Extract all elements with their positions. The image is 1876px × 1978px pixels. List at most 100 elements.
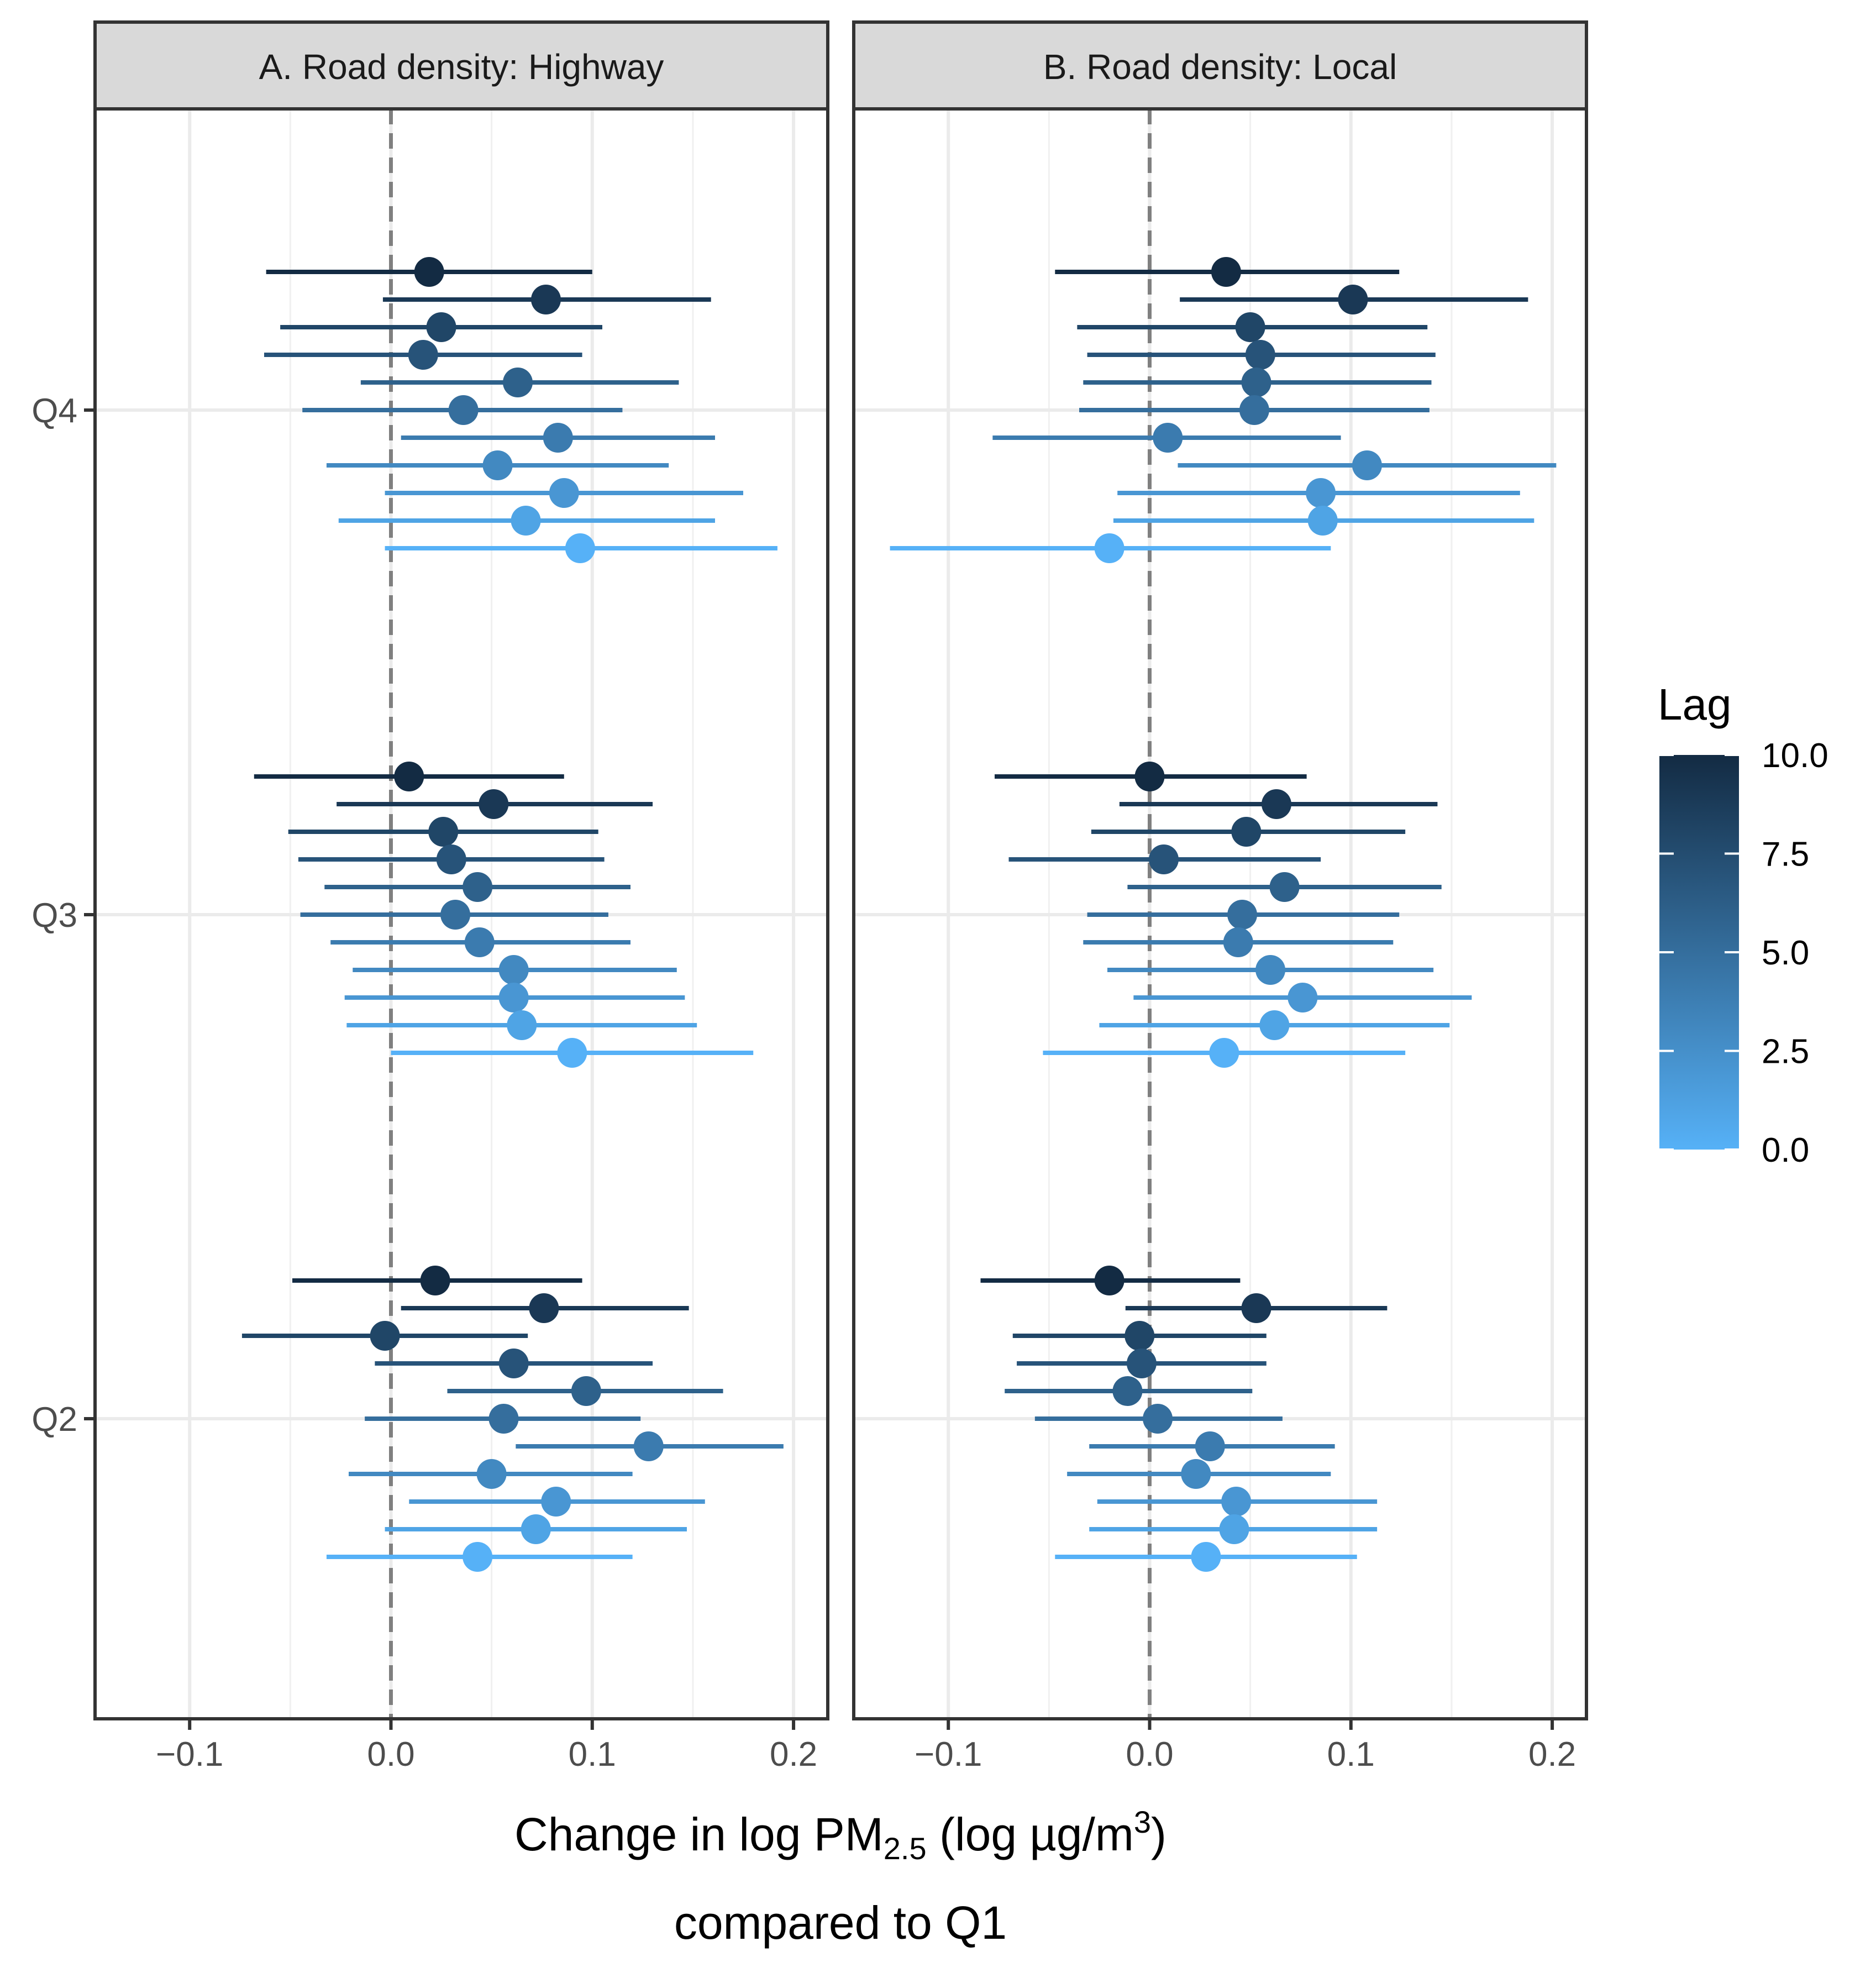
estimate-point [511, 506, 541, 536]
estimate-point [521, 1514, 551, 1544]
legend-label: 7.5 [1762, 836, 1809, 874]
estimate-point [1223, 927, 1253, 957]
estimate-point [1259, 1010, 1290, 1040]
estimate-point [1227, 900, 1258, 930]
estimate-point [488, 1404, 519, 1434]
estimate-point [482, 450, 513, 480]
estimate-point [414, 257, 444, 287]
estimate-point [426, 312, 456, 342]
estimate-point [1112, 1376, 1143, 1406]
legend-label: 5.0 [1762, 934, 1809, 972]
color-legend: Lag 10.0 7.5 5.0 2.5 0.0 [1658, 680, 1828, 1169]
x-tick-label: 0.2 [770, 1735, 817, 1774]
estimate-point [1255, 955, 1286, 985]
estimate-point [571, 1376, 601, 1406]
estimate-point [565, 533, 595, 563]
estimate-point [1143, 1404, 1173, 1434]
estimate-marks [890, 257, 1557, 1572]
estimate-point [428, 817, 459, 847]
x-axis-title-subscript: 2.5 [884, 1831, 927, 1866]
estimate-point [1181, 1459, 1211, 1489]
x-axis-title-prefix: Change in log PM [514, 1808, 884, 1860]
x-axis-title-end: ) [1151, 1808, 1166, 1860]
estimate-point [408, 340, 438, 370]
estimate-point [1153, 423, 1183, 453]
panel-title: B. Road density: Local [1043, 47, 1397, 87]
estimate-point [1245, 340, 1275, 370]
x-tick-label: 0.0 [1126, 1735, 1173, 1774]
panel-title: A. Road density: Highway [259, 47, 664, 87]
legend-label: 10.0 [1762, 737, 1828, 775]
estimate-point [1195, 1431, 1225, 1461]
x-axis-title-line1: Change in log PM2.5 (log µg/m3) [514, 1804, 1166, 1866]
estimate-point [557, 1038, 587, 1068]
estimate-point [543, 423, 573, 453]
x-axis-title-line2: compared to Q1 [674, 1897, 1007, 1949]
estimate-point [1219, 1514, 1249, 1544]
y-axis: Q4 Q3 Q2 [31, 392, 95, 1439]
legend-ticks: 10.0 7.5 5.0 2.5 0.0 [1659, 737, 1828, 1169]
legend-label: 2.5 [1762, 1033, 1809, 1071]
x-tick-label: −0.1 [915, 1735, 982, 1774]
estimate-point [1191, 1542, 1221, 1572]
estimate-point [479, 789, 509, 819]
estimate-point [503, 368, 533, 397]
estimate-point [1241, 368, 1271, 397]
estimate-point [440, 900, 471, 930]
estimate-marks [241, 257, 784, 1572]
estimate-point [1239, 395, 1269, 425]
estimate-point [420, 1266, 450, 1295]
estimate-point [1134, 762, 1165, 791]
estimate-point [1094, 533, 1124, 563]
estimate-point [1306, 478, 1336, 508]
estimate-point [476, 1459, 507, 1489]
x-axis-title-middle: (log µg/m [927, 1808, 1134, 1860]
x-axis: −0.1 0.0 0.1 0.2 −0.1 0.0 0.1 0.2 [156, 1719, 1576, 1774]
x-tick-label: 0.1 [569, 1735, 616, 1774]
estimate-point [1352, 450, 1382, 480]
y-tick-label: Q4 [31, 392, 77, 430]
x-tick-label: 0.1 [1327, 1735, 1375, 1774]
estimate-point [498, 983, 529, 1012]
estimate-point [1288, 983, 1318, 1012]
panel-local: B. Road density: Local [852, 20, 1588, 1720]
estimate-point [463, 1542, 493, 1572]
legend-label: 0.0 [1762, 1131, 1809, 1169]
estimate-point [464, 927, 495, 957]
estimate-point [394, 762, 424, 791]
estimate-point [370, 1321, 400, 1351]
x-tick-label: 0.0 [367, 1735, 414, 1774]
estimate-point [498, 1349, 529, 1378]
x-tick-label: −0.1 [156, 1735, 223, 1774]
estimate-point [531, 285, 561, 314]
estimate-point [436, 844, 466, 874]
estimate-point [549, 478, 579, 508]
panel-highway: A. Road density: Highway [93, 20, 829, 1720]
estimate-point [1338, 285, 1368, 314]
estimate-point [507, 1010, 537, 1040]
estimate-point [448, 395, 479, 425]
estimate-point [1235, 312, 1265, 342]
y-tick-label: Q2 [31, 1400, 77, 1439]
estimate-point [633, 1431, 664, 1461]
x-axis-title-superscript: 3 [1134, 1804, 1151, 1839]
legend-title: Lag [1658, 680, 1731, 729]
estimate-point [1094, 1266, 1124, 1295]
estimate-point [1231, 817, 1262, 847]
estimate-point [529, 1293, 559, 1323]
estimate-point [1211, 257, 1241, 287]
estimate-point [463, 872, 493, 902]
estimate-point [1221, 1487, 1252, 1517]
estimate-point [1124, 1321, 1155, 1351]
estimate-point [1262, 789, 1291, 819]
panel-strip [93, 20, 829, 111]
estimate-point [1209, 1038, 1239, 1068]
x-tick-label: 0.2 [1528, 1735, 1576, 1774]
estimate-point [1241, 1293, 1271, 1323]
estimate-point [1307, 506, 1338, 536]
panel-border [852, 107, 1588, 1720]
estimate-point [498, 955, 529, 985]
estimate-point [541, 1487, 571, 1517]
estimate-point [1149, 844, 1179, 874]
